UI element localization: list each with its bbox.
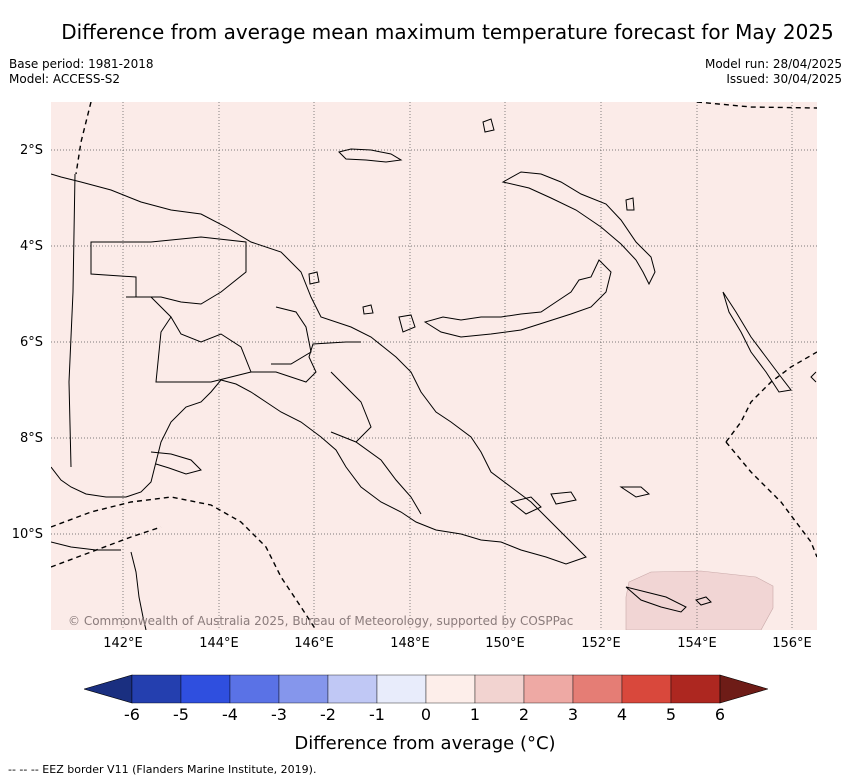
meta-left: Base period: 1981-2018 Model: ACCESS-S2	[9, 57, 154, 87]
colorbar-segment	[621, 674, 672, 704]
colorbar-tick-label: 0	[420, 705, 432, 724]
colorbar-tick-label: 5	[665, 705, 677, 724]
colorbar-tick-label: 6	[714, 705, 726, 724]
lon-label-144e: 144°E	[199, 636, 239, 651]
colorbar-segment	[180, 674, 231, 704]
colorbar-segment	[474, 674, 525, 704]
graticule	[51, 102, 817, 630]
base-period-text: Base period: 1981-2018	[9, 57, 154, 71]
lon-label-148e: 148°E	[390, 636, 430, 651]
colorbar-tick-label: 4	[616, 705, 628, 724]
model-run-text: Model run: 28/04/2025	[704, 57, 842, 71]
colorbar-tick-label: 2	[518, 705, 530, 724]
lon-label-154e: 154°E	[677, 636, 717, 651]
colorbar-segment	[278, 674, 329, 704]
colorbar-tick-label: -4	[222, 705, 238, 724]
colorbar-tick-label: -5	[173, 705, 189, 724]
colorbar-tick-label: -3	[271, 705, 287, 724]
colorbar-segment	[131, 674, 182, 704]
lon-label-152e: 152°E	[581, 636, 621, 651]
lon-label-156e: 156°E	[772, 636, 812, 651]
colorbar-segment	[670, 674, 721, 704]
colorbar-tick-label: -6	[124, 705, 140, 724]
coastlines	[51, 118, 817, 630]
colorbar-tick-label: 1	[469, 705, 481, 724]
colorbar-extend-high	[719, 674, 768, 704]
meta-right: Model run: 28/04/2025 Issued: 30/04/2025	[705, 57, 842, 87]
colorbar-tick-label: 3	[567, 705, 579, 724]
lon-label-142e: 142°E	[103, 636, 143, 651]
lat-label-2s: 2°S	[19, 143, 43, 158]
colorbar-segment	[376, 674, 427, 704]
model-text: Model: ACCESS-S2	[9, 72, 121, 86]
lat-label-10s: 10°S	[11, 527, 43, 542]
colorbar-segment	[523, 674, 574, 704]
copyright-text: © Commonwealth of Australia 2025, Bureau…	[68, 614, 574, 628]
lon-label-150e: 150°E	[485, 636, 525, 651]
map-panel	[51, 102, 817, 630]
colorbar-segment	[425, 674, 476, 704]
colorbar-extend-low	[84, 674, 133, 704]
colorbar-segment	[327, 674, 378, 704]
lat-label-6s: 6°S	[19, 335, 43, 350]
eez-borders	[51, 102, 817, 630]
colorbar-segment	[229, 674, 280, 704]
map-svg	[51, 102, 817, 630]
warm-anomaly-patch	[625, 570, 774, 630]
issued-text: Issued: 30/04/2025	[726, 72, 842, 86]
eez-legend-note: -- -- -- EEZ border V11 (Flanders Marine…	[8, 763, 317, 776]
colorbar-segment	[572, 674, 623, 704]
colorbar-label: Difference from average (°C)	[294, 733, 556, 754]
colorbar-tick-label: -1	[369, 705, 385, 724]
lat-label-4s: 4°S	[19, 239, 43, 254]
colorbar-tick-label: -2	[320, 705, 336, 724]
colorbar	[84, 674, 768, 704]
lon-label-146e: 146°E	[294, 636, 334, 651]
lat-label-8s: 8°S	[19, 431, 43, 446]
map-title: Difference from average mean maximum tem…	[61, 20, 834, 44]
